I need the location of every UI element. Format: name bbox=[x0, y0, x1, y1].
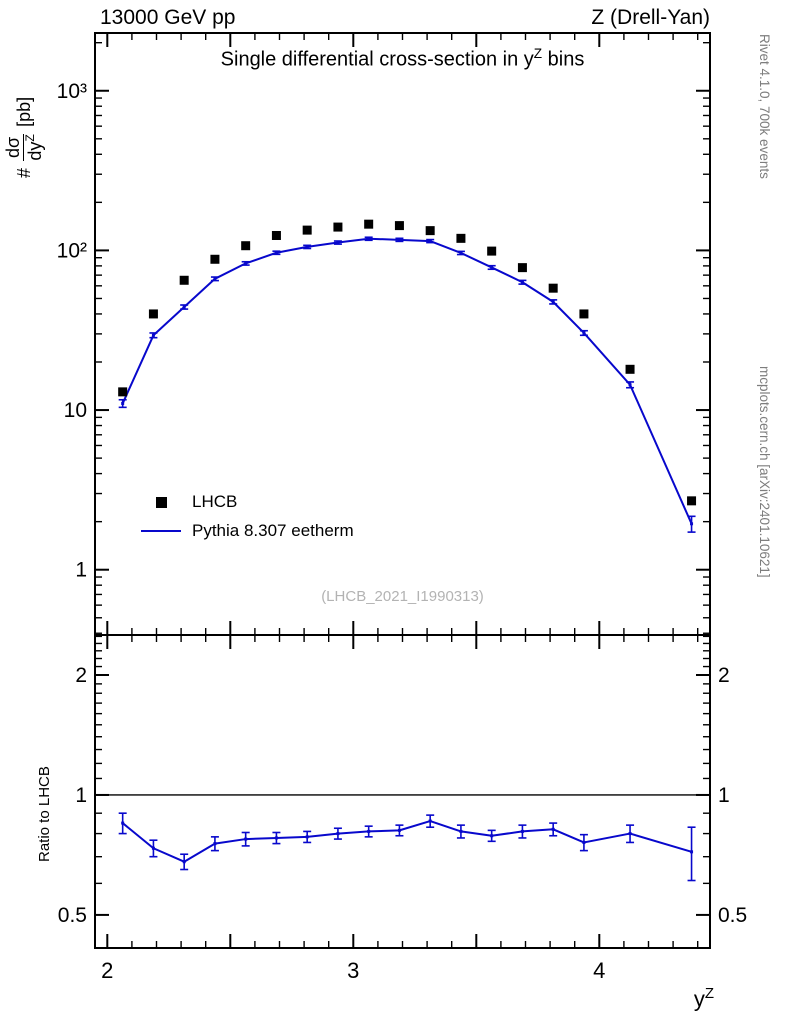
ylabel-prefix: # bbox=[14, 167, 35, 178]
ylabel-denominator-base: dy bbox=[25, 141, 46, 161]
svg-text:2: 2 bbox=[101, 958, 113, 983]
x-axis-label-superscript: Z bbox=[704, 985, 714, 1002]
svg-text:1: 1 bbox=[75, 559, 87, 582]
svg-text:0.5: 0.5 bbox=[58, 904, 87, 927]
legend-label-lhcb: LHCB bbox=[192, 492, 238, 511]
svg-text:10²: 10² bbox=[57, 239, 87, 262]
plot-title-superscript: Z bbox=[533, 46, 543, 61]
legend: LHCB Pythia 8.307 eetherm bbox=[138, 492, 354, 541]
beam-energy-label: 13000 GeV pp bbox=[100, 6, 236, 29]
legend-marker-cell bbox=[138, 496, 184, 508]
process-label: Z (Drell-Yan) bbox=[591, 6, 710, 29]
legend-item-lhcb: LHCB bbox=[138, 492, 354, 512]
analysis-id-watermark: (LHCB_2021_I1990313) bbox=[321, 588, 484, 605]
svg-text:1: 1 bbox=[75, 784, 87, 807]
plot-title-suffix: bins bbox=[542, 48, 585, 71]
main-y-axis-label: # dσ dyZ [pb] bbox=[3, 96, 46, 178]
ratio-y-axis-label: Ratio to LHCB bbox=[36, 766, 53, 862]
legend-label-pythia: Pythia 8.307 eetherm bbox=[192, 521, 354, 540]
legend-marker-cell bbox=[138, 529, 184, 533]
plot-title-text: Single differential cross-section in y bbox=[220, 48, 534, 71]
svg-text:1: 1 bbox=[718, 784, 730, 807]
x-axis-label: yZ bbox=[694, 985, 714, 1012]
svg-text:2: 2 bbox=[718, 664, 730, 687]
ylabel-denominator: dyZ bbox=[23, 134, 46, 161]
ylabel-denominator-superscript: Z bbox=[23, 134, 38, 142]
svg-text:4: 4 bbox=[593, 958, 605, 983]
ylabel-numerator: dσ bbox=[3, 133, 25, 161]
svg-text:10: 10 bbox=[64, 399, 87, 422]
ylabel-fraction: dσ dyZ bbox=[3, 133, 46, 161]
generator-version-label: Rivet 4.1.0, 700k events bbox=[757, 34, 772, 179]
ylabel-unit: [pb] bbox=[14, 96, 35, 127]
x-axis-label-base: y bbox=[693, 986, 705, 1012]
mcplots-reference-label: mcplots.cern.ch [arXiv:2401.10621] bbox=[757, 366, 772, 578]
svg-text:10³: 10³ bbox=[57, 80, 87, 103]
legend-line-marker-icon bbox=[141, 529, 181, 533]
svg-text:0.5: 0.5 bbox=[718, 904, 747, 927]
svg-text:3: 3 bbox=[347, 958, 359, 983]
legend-square-marker-icon bbox=[155, 496, 167, 508]
legend-item-pythia: Pythia 8.307 eetherm bbox=[138, 521, 354, 541]
plot-title: Single differential cross-section in yZ … bbox=[95, 46, 710, 72]
svg-text:2: 2 bbox=[75, 664, 87, 687]
